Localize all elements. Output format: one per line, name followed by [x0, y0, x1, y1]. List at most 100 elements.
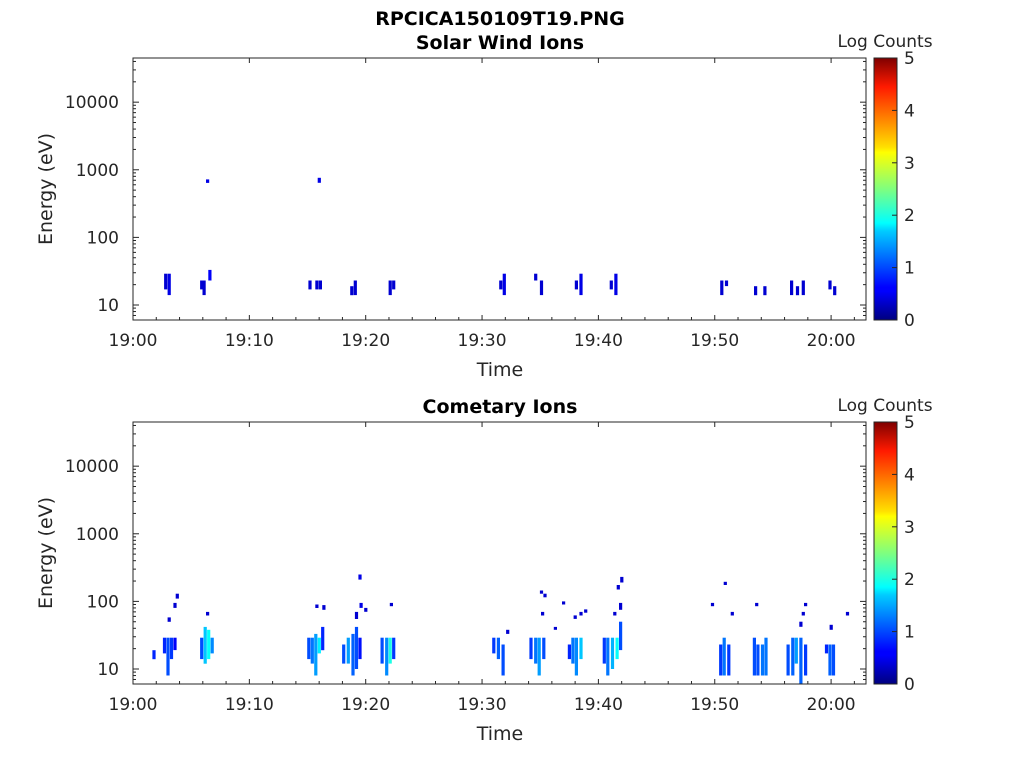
spectrogram-cell [534, 637, 538, 664]
spectrogram-cell [723, 581, 727, 585]
x-tick-label: 19:40 [574, 695, 623, 715]
spectrogram-cell [553, 626, 557, 630]
spectrogram-cell [610, 637, 615, 669]
spectrogram-cell [317, 177, 321, 183]
spectrogram-cell [342, 644, 346, 664]
spectrogram-cell [724, 280, 729, 287]
spectrogram-cell [350, 286, 354, 296]
solar-wind-x-ticks: 19:00 19:10 19:20 19:30 19:40 19:50 20:00 [109, 58, 856, 351]
spectrogram-cell [385, 637, 389, 676]
spectrogram-cell [492, 637, 496, 654]
spectrogram-cell [496, 637, 500, 660]
solar-wind-colorbar-label: Log Counts [837, 32, 932, 52]
spectrogram-cell [315, 280, 319, 290]
spectrogram-cell [200, 280, 204, 290]
spectrogram-cell [318, 280, 322, 290]
cometary-spectrogram [152, 574, 850, 684]
spectrogram-cell [615, 637, 619, 660]
y-tick-label: 10000 [65, 457, 119, 477]
colorbar-tick-label: 5 [904, 49, 915, 69]
spectrogram-cell [380, 637, 384, 664]
spectrogram-cell [619, 621, 623, 651]
spectrogram-cell [200, 637, 204, 660]
cometary-ions-panel: Cometary Ions 19:00 19:10 19:20 19:30 19:40 1… [35, 396, 933, 745]
spectrogram-cell [388, 280, 392, 296]
spectrogram-cell [354, 611, 359, 619]
colorbar-tick-label: 3 [904, 518, 915, 538]
colorbar-tick-label: 4 [904, 465, 915, 485]
spectrogram-cell [801, 611, 805, 616]
spectrogram-cell [169, 637, 174, 660]
spectrogram-cell [786, 644, 790, 676]
spectrogram-cell [167, 617, 171, 622]
spectrogram-cell [315, 604, 319, 608]
solar-wind-y-label: Energy (eV) [35, 133, 57, 245]
x-tick-label: 20:00 [807, 695, 856, 715]
colorbar-tick-label: 2 [904, 206, 915, 226]
x-tick-label: 19:20 [341, 695, 390, 715]
spectrogram-cell [579, 637, 583, 660]
spectrogram-cell [616, 585, 620, 590]
cometary-colorbar-ticks: 0 1 2 3 4 5 [892, 413, 915, 695]
spectrogram-cell [351, 633, 355, 676]
solar-wind-y-ticks: 10 100 1000 10000 [65, 60, 866, 321]
spectrogram-cell [609, 280, 613, 290]
spectrogram-cell [314, 633, 318, 676]
spectrogram-cell [175, 593, 179, 599]
x-tick-label: 20:00 [807, 331, 856, 351]
spectrogram-cell [359, 602, 363, 608]
cometary-x-label: Time [476, 723, 524, 745]
cometary-colorbar [874, 422, 897, 684]
spectrogram-cell [358, 574, 362, 580]
spectrogram-cell [804, 644, 808, 676]
colorbar-tick-label: 3 [904, 154, 915, 174]
solar-wind-spectrogram [164, 177, 837, 296]
spectrogram-cell [614, 273, 618, 296]
spectrogram-cell [828, 644, 832, 676]
figure-title: RPCICA150109T19.PNG [375, 8, 625, 30]
spectrogram-cell [584, 609, 588, 613]
spectrogram-cell [310, 637, 314, 664]
spectrogram-cell [389, 602, 393, 607]
x-tick-label: 19:50 [690, 695, 739, 715]
cometary-colorbar-label: Log Counts [837, 396, 932, 416]
spectrogram-cell [364, 607, 368, 612]
x-tick-label: 19:50 [690, 331, 739, 351]
y-tick-label: 100 [87, 592, 119, 612]
spectrogram-cell [764, 637, 768, 676]
spectrogram-cell [845, 611, 850, 616]
spectrogram-cell [755, 602, 759, 607]
cometary-axes-box [132, 421, 867, 685]
spectrogram-cell [795, 286, 800, 296]
spectrogram-cell [206, 179, 210, 183]
spectrogram-cell [824, 644, 829, 654]
x-tick-label: 19:10 [225, 331, 274, 351]
spectrogram-cell [790, 280, 794, 296]
y-tick-label: 1000 [76, 525, 119, 545]
spectrogram-cell [353, 280, 357, 296]
spectrogram-cell [801, 280, 805, 296]
spectrogram-cell [791, 637, 795, 676]
spectrogram-cell [833, 286, 837, 296]
solar-wind-ions-panel: Solar Wind Ions 19:00 19:10 19:20 19:30 19:4… [35, 32, 933, 381]
spectrogram-cell [307, 637, 311, 660]
spectrogram-cell [710, 602, 715, 607]
colorbar-tick-label: 0 [904, 675, 915, 695]
spectrogram-cell [606, 637, 610, 676]
y-tick-label: 10000 [65, 93, 119, 113]
spectrogram-cell [727, 644, 731, 676]
spectrogram-cell [720, 280, 724, 296]
colorbar-tick-label: 4 [904, 101, 915, 121]
colorbar-tick-label: 0 [904, 311, 915, 331]
spectrogram-cell [206, 611, 210, 616]
spectrogram-cell [602, 637, 606, 664]
spectrogram-cell [499, 280, 503, 290]
spectrogram-cell [829, 624, 833, 630]
spectrogram-cell [539, 280, 544, 296]
x-tick-label: 19:10 [225, 695, 274, 715]
spectrogram-cell [162, 637, 167, 654]
solar-wind-colorbar [874, 58, 897, 320]
spectrogram-cell [542, 637, 546, 660]
y-tick-label: 100 [87, 228, 119, 248]
